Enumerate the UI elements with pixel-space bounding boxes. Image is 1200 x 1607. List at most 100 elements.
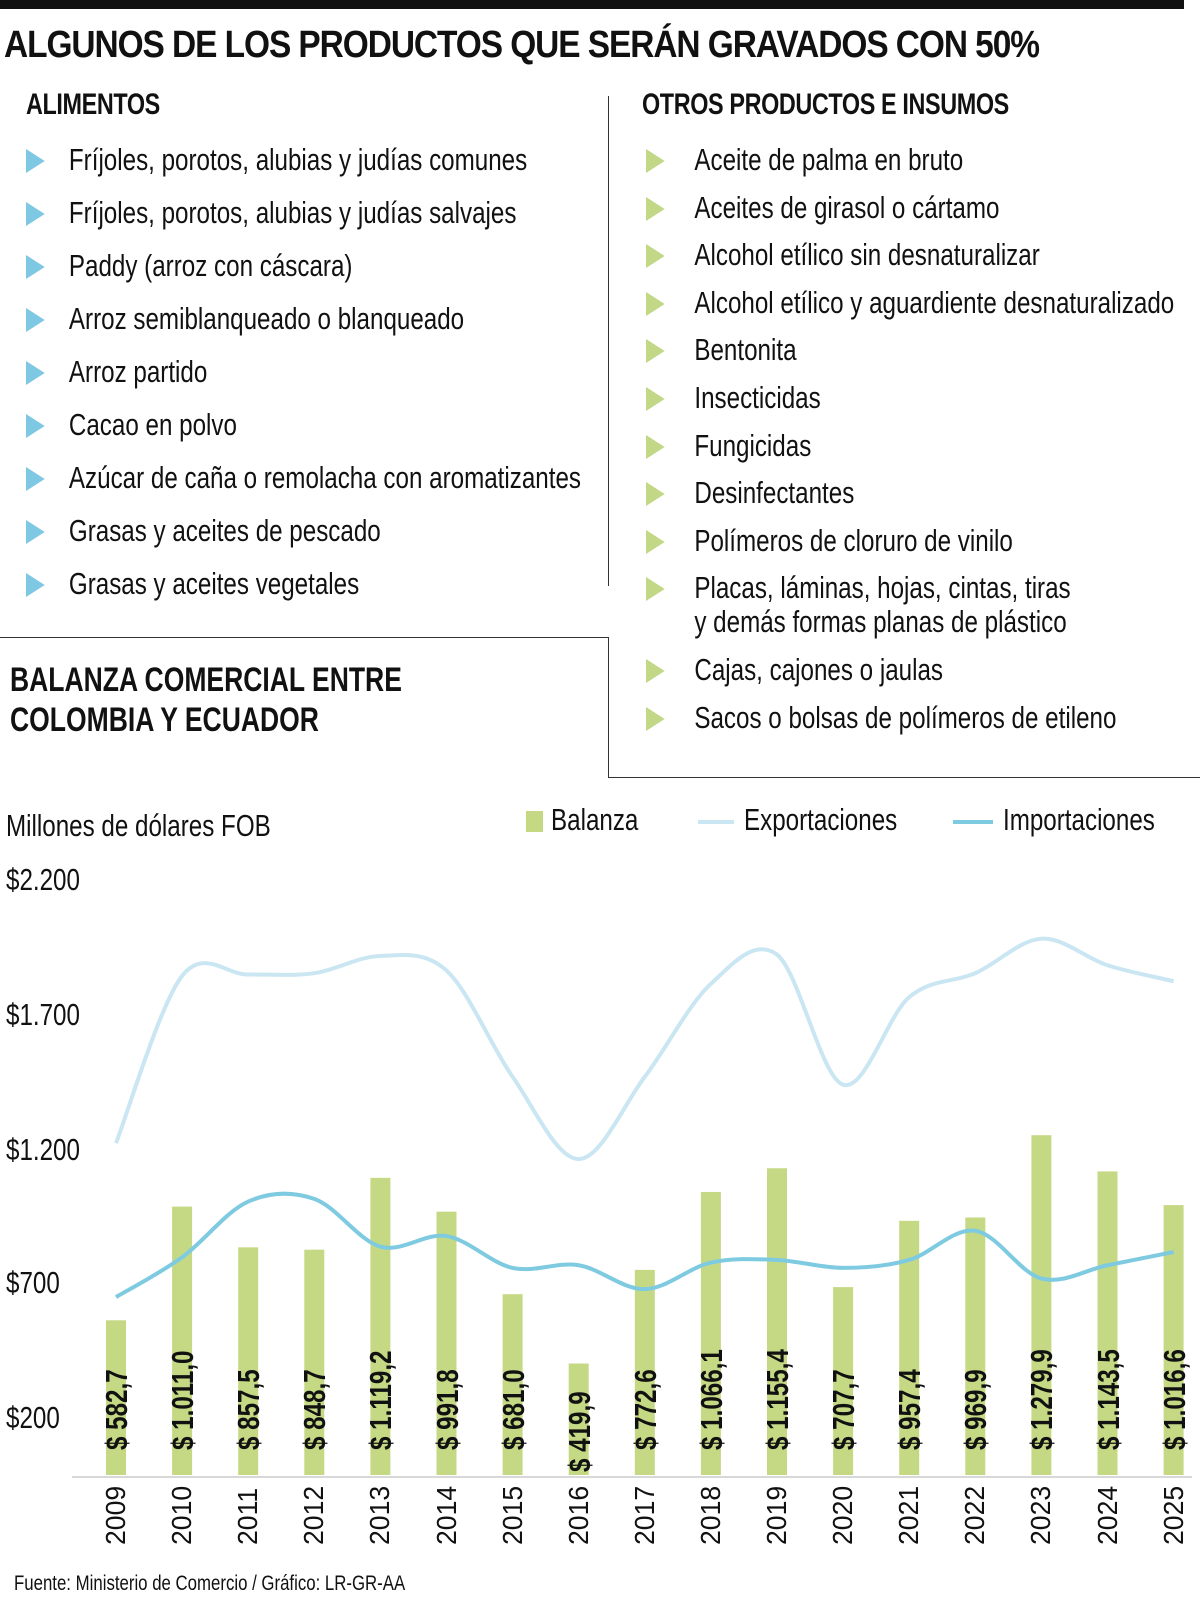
y-tick: $1.200 bbox=[6, 1132, 80, 1167]
alimentos-item-label: Paddy (arroz con cáscara) bbox=[68, 248, 353, 283]
y-tick: $1.700 bbox=[6, 997, 80, 1032]
triangle-bullet-icon bbox=[646, 577, 665, 602]
x-tick-year: 2011 bbox=[232, 1487, 264, 1545]
x-tick-year: 2012 bbox=[298, 1485, 330, 1545]
triangle-bullet-icon bbox=[26, 573, 45, 597]
triangle-bullet-icon bbox=[646, 706, 665, 731]
bar-balanza bbox=[1097, 1171, 1118, 1475]
bar-value-label: $ 848,7 bbox=[297, 1369, 333, 1450]
alimentos-item-label: Arroz partido bbox=[68, 354, 208, 389]
x-tick-year: 2025 bbox=[1157, 1485, 1189, 1545]
otros-item-label: Alcohol etílico sin desnaturalizar bbox=[694, 237, 1040, 273]
triangle-bullet-icon bbox=[646, 244, 665, 269]
triangle-bullet-icon bbox=[646, 529, 665, 554]
x-tick-year: 2021 bbox=[893, 1485, 925, 1545]
chart-title-line1: BALANZA COMERCIAL ENTRE bbox=[10, 661, 402, 699]
alimentos-item-label: Arroz semiblanqueado o blanqueado bbox=[68, 301, 465, 336]
x-tick-year: 2016 bbox=[562, 1485, 594, 1545]
triangle-bullet-icon bbox=[26, 202, 45, 226]
triangle-bullet-icon bbox=[646, 434, 665, 459]
bar-value-label: $ 1.066,1 bbox=[693, 1349, 729, 1450]
legend-line-dark-icon bbox=[953, 819, 993, 824]
chart-title: BALANZA COMERCIAL ENTRE COLOMBIA Y ECUAD… bbox=[10, 660, 402, 740]
otros-item-label: Aceite de palma en bruto bbox=[694, 142, 964, 177]
triangle-bullet-icon bbox=[646, 387, 665, 411]
bar-value-label: $ 1.016,6 bbox=[1156, 1349, 1192, 1450]
chart-title-line2: COLOMBIA Y ECUADOR bbox=[10, 701, 319, 739]
bar-balanza bbox=[172, 1206, 193, 1475]
bar-value-label: $ 681,0 bbox=[495, 1369, 531, 1450]
alimentos-item-label: Grasas y aceites vegetales bbox=[68, 566, 360, 601]
x-tick-year: 2024 bbox=[1091, 1485, 1123, 1545]
bar-value-label: $ 582,7 bbox=[99, 1369, 134, 1450]
box-right-line bbox=[608, 637, 609, 777]
x-tick-year: 2022 bbox=[959, 1485, 991, 1545]
alimentos-heading: ALIMENTOS bbox=[26, 88, 160, 121]
bar-balanza bbox=[767, 1168, 787, 1475]
triangle-bullet-icon bbox=[26, 467, 45, 491]
x-tick-year: 2020 bbox=[827, 1485, 859, 1545]
triangle-bullet-icon bbox=[646, 659, 665, 683]
legend-balanza: Balanza bbox=[526, 802, 663, 838]
bar-balanza bbox=[370, 1177, 391, 1475]
page-title: ALGUNOS DE LOS PRODUCTOS QUE SERÁN GRAVA… bbox=[4, 24, 1040, 66]
y-axis-unit: Millones de dólares FOB bbox=[6, 808, 271, 843]
x-tick-year: 2010 bbox=[166, 1485, 198, 1545]
x-tick-year: 2009 bbox=[100, 1485, 131, 1545]
alimentos-item-label: Cacao en polvo bbox=[68, 407, 237, 442]
column-divider bbox=[608, 96, 609, 586]
bar-balanza bbox=[436, 1211, 457, 1475]
x-tick-year: 2019 bbox=[761, 1485, 792, 1545]
otros-item-label: Aceites de girasol o cártamo bbox=[694, 189, 1000, 225]
bar-value-label: $ 969,9 bbox=[958, 1369, 994, 1450]
alimentos-item-label: Fríjoles, porotos, alubias y judías comu… bbox=[68, 142, 528, 177]
line-importaciones bbox=[114, 1191, 1174, 1299]
legend-swatch-bar-icon bbox=[526, 811, 543, 833]
triangle-bullet-icon bbox=[26, 520, 45, 544]
x-tick-year: 2023 bbox=[1025, 1485, 1057, 1545]
x-tick-year: 2014 bbox=[430, 1485, 462, 1545]
source-note: Fuente: Ministerio de Comercio / Gráfico… bbox=[14, 1572, 406, 1595]
otros-item-label: Placas, láminas, hojas, cintas, tiras bbox=[694, 570, 1071, 606]
top-rule bbox=[0, 0, 1184, 9]
bar-balanza bbox=[106, 1320, 126, 1475]
bar-value-label: $ 857,5 bbox=[231, 1369, 267, 1450]
triangle-bullet-icon bbox=[26, 308, 45, 332]
triangle-bullet-icon bbox=[26, 361, 45, 385]
bar-value-label: $ 419,9 bbox=[561, 1391, 597, 1472]
legend-importaciones: Importaciones bbox=[953, 802, 1198, 838]
otros-item-label: Insecticidas bbox=[694, 380, 821, 415]
bar-value-label: $ 772,6 bbox=[627, 1369, 663, 1450]
bar-balanza bbox=[1031, 1135, 1052, 1475]
triangle-bullet-icon bbox=[646, 339, 665, 364]
legend-line-light-icon bbox=[698, 819, 734, 824]
bar-balanza bbox=[899, 1220, 920, 1475]
bar-value-label: $ 1.119,2 bbox=[363, 1350, 399, 1450]
otros-item-label: Fungicidas bbox=[694, 427, 812, 463]
bar-value-label: $ 991,8 bbox=[429, 1369, 465, 1450]
otros-heading: OTROS PRODUCTOS E INSUMOS bbox=[642, 88, 1009, 121]
triangle-bullet-icon bbox=[646, 196, 665, 221]
alimentos-item-label: Fríjoles, porotos, alubias y judías salv… bbox=[68, 195, 517, 230]
y-tick: $700 bbox=[6, 1265, 60, 1300]
alimentos-item-label: Azúcar de caña o remolacha con aromatiza… bbox=[68, 460, 581, 495]
triangle-bullet-icon bbox=[26, 149, 45, 173]
x-tick-year: 2017 bbox=[628, 1485, 660, 1545]
bar-balanza bbox=[568, 1363, 589, 1475]
otros-item-label: Polímeros de cloruro de vinilo bbox=[694, 522, 1013, 558]
triangle-bullet-icon bbox=[646, 149, 665, 173]
legend-exportaciones: Exportaciones bbox=[698, 802, 940, 838]
bar-value-label: $ 1.279,9 bbox=[1024, 1349, 1060, 1450]
box-bottom-line bbox=[608, 777, 1200, 778]
bar-balanza bbox=[238, 1247, 259, 1475]
bar-balanza bbox=[833, 1287, 854, 1475]
box-top-line bbox=[0, 637, 609, 638]
x-tick-year: 2018 bbox=[694, 1485, 726, 1545]
bar-value-label: $ 957,4 bbox=[892, 1369, 928, 1450]
bar-value-label: $ 1.011,0 bbox=[165, 1350, 201, 1450]
triangle-bullet-icon bbox=[646, 291, 665, 316]
x-tick-year: 2015 bbox=[496, 1485, 528, 1545]
bar-balanza bbox=[634, 1269, 655, 1475]
otros-item-label: Bentonita bbox=[694, 332, 797, 368]
